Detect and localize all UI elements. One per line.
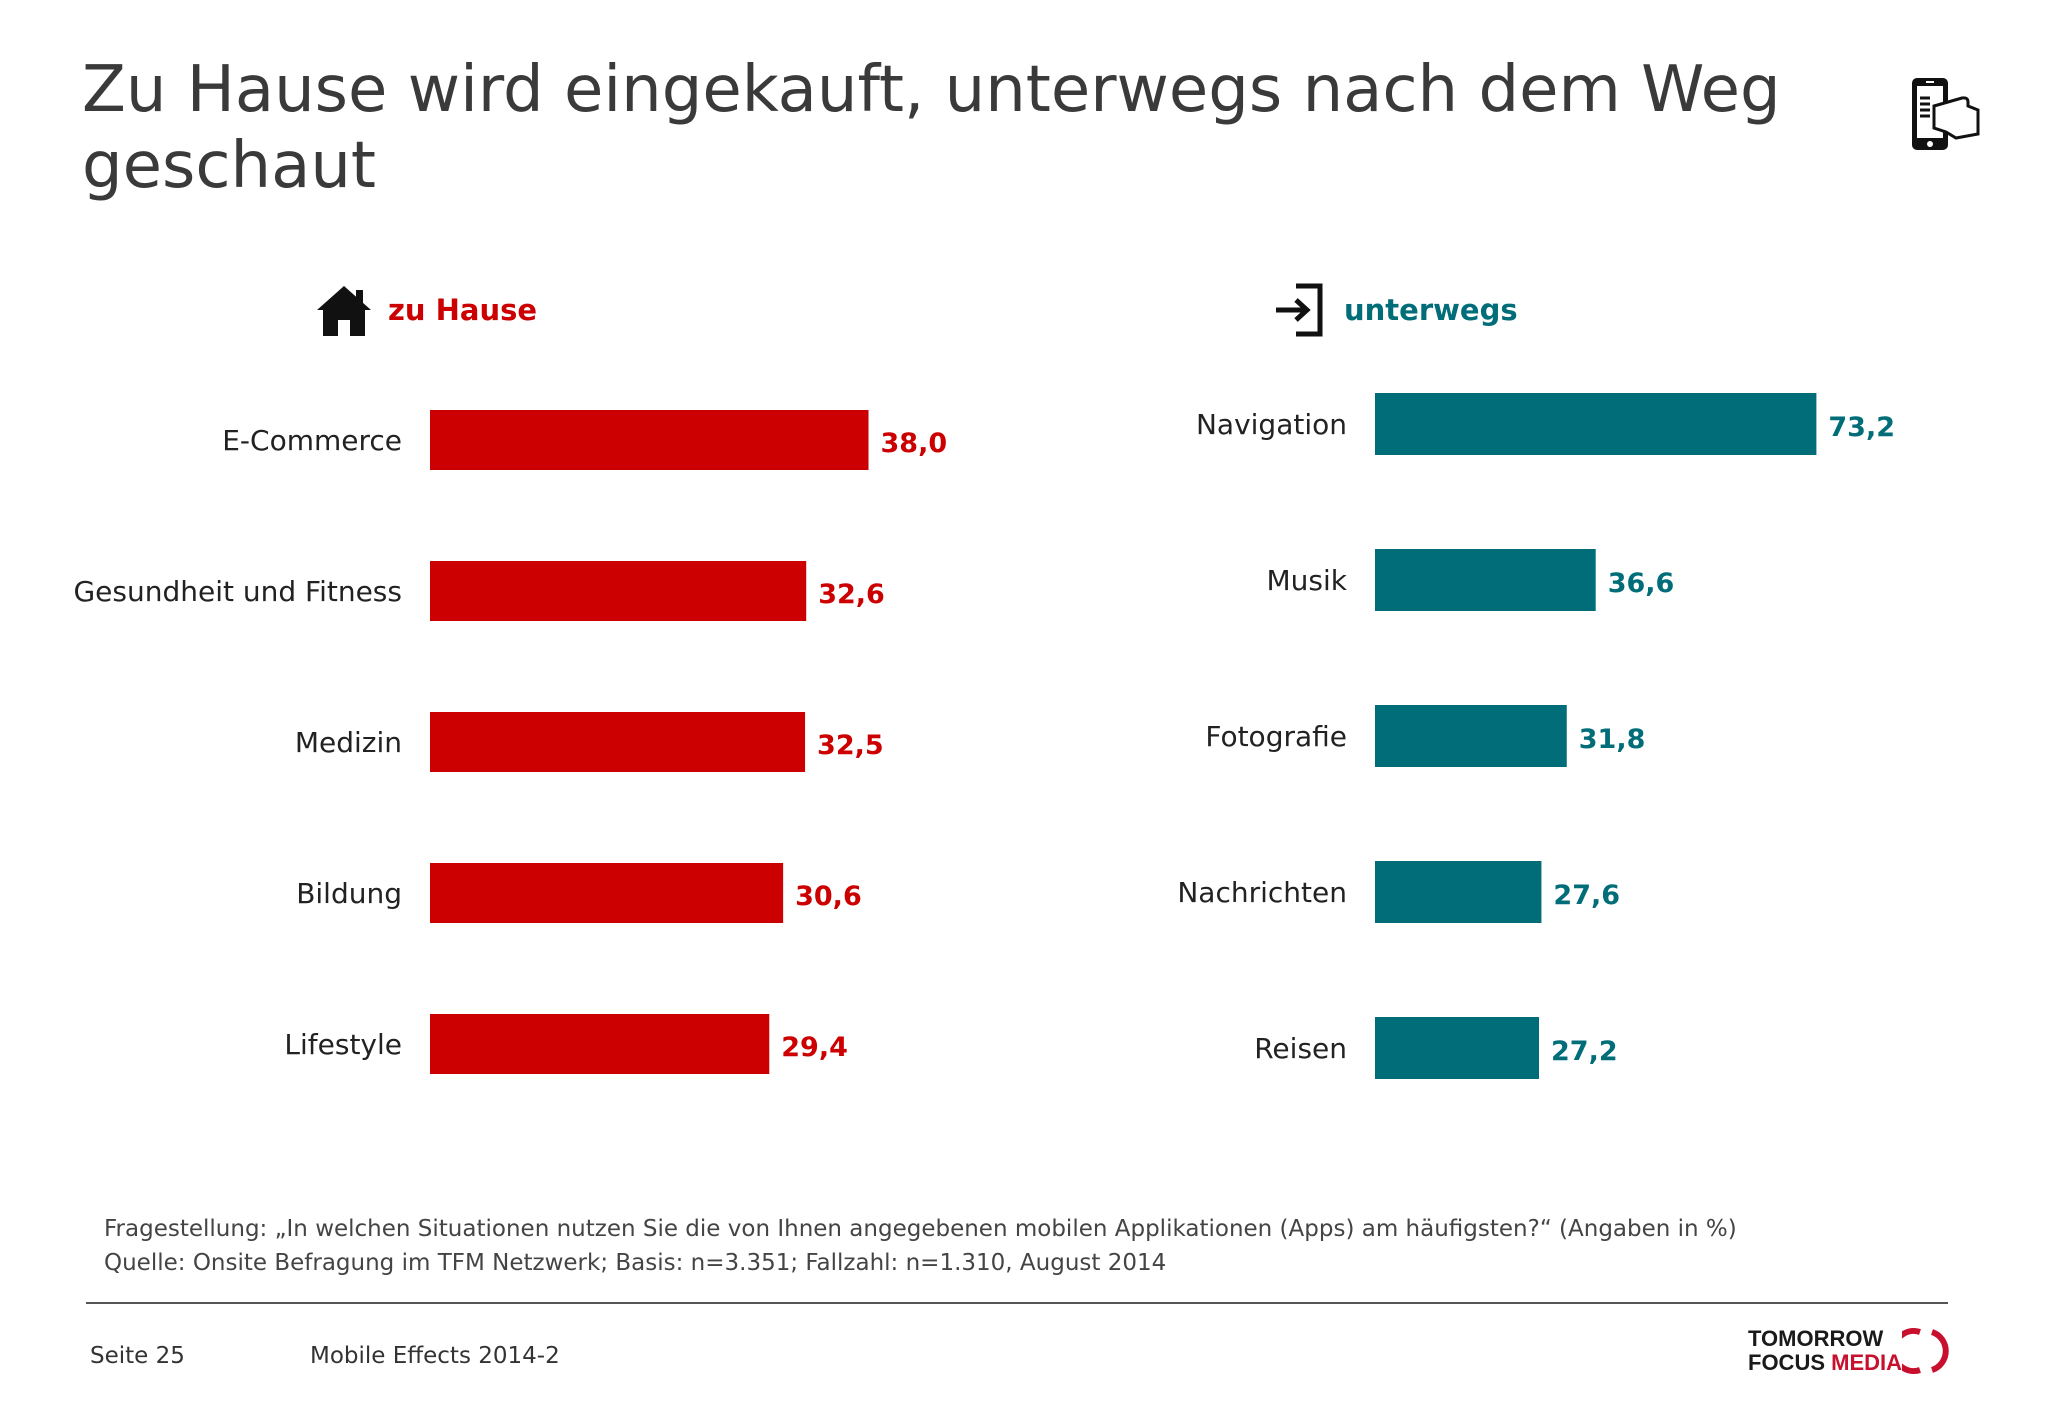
category-label-1-2: Fotografie	[1205, 720, 1347, 753]
category-label-0-2: Medizin	[295, 726, 402, 759]
section-label-home: zu Hause	[388, 293, 538, 327]
logo-mark-icon	[1902, 1328, 1949, 1374]
category-label-1-1: Musik	[1267, 564, 1348, 597]
bar-0-1	[430, 561, 807, 621]
footnote-source: Quelle: Onsite Befragung im TFM Netzwerk…	[104, 1250, 1167, 1276]
category-label-1-3: Nachrichten	[1177, 876, 1347, 909]
bar-0-3	[430, 863, 784, 923]
category-label-1-4: Reisen	[1254, 1032, 1347, 1065]
bar-0-2	[430, 712, 806, 772]
bar-1-4	[1375, 1017, 1540, 1079]
footer-divider	[86, 1302, 1948, 1304]
value-label-0-3: 30,6	[795, 881, 862, 912]
tomorrow-focus-media-logo: TOMORROW FOCUS MEDIA	[1748, 1326, 1958, 1378]
bar-1-2	[1375, 705, 1567, 767]
footnote-question: Fragestellung: „In welchen Situationen n…	[104, 1216, 1737, 1242]
sign-in-arrow-icon	[1276, 283, 1323, 337]
logo-line1: TOMORROW	[1748, 1326, 1884, 1351]
bar-1-3	[1375, 861, 1542, 923]
section-header-mobile: unterwegs	[1270, 280, 1518, 340]
bar-0-0	[430, 410, 869, 470]
bar-1-0	[1375, 393, 1817, 455]
value-label-1-1: 36,6	[1608, 568, 1675, 599]
page-title: Zu Hause wird eingekauft, unterwegs nach…	[82, 52, 1842, 204]
logo-line2-media: MEDIA	[1831, 1350, 1903, 1375]
category-label-0-4: Lifestyle	[284, 1028, 402, 1061]
category-label-0-3: Bildung	[296, 877, 402, 910]
bar-0-4	[430, 1014, 770, 1074]
category-label-1-0: Navigation	[1196, 408, 1347, 441]
value-label-1-4: 27,2	[1551, 1036, 1618, 1067]
category-label-0-0: E-Commerce	[222, 424, 402, 457]
logo-line2: FOCUS MEDIA	[1748, 1350, 1902, 1376]
value-label-0-4: 29,4	[781, 1032, 848, 1063]
value-label-1-0: 73,2	[1828, 412, 1895, 443]
document-name: Mobile Effects 2014-2	[310, 1343, 560, 1369]
value-label-0-2: 32,5	[817, 730, 884, 761]
section-label-mobile: unterwegs	[1344, 293, 1518, 327]
value-label-0-1: 32,6	[818, 579, 885, 610]
section-header-home: zu Hause	[314, 280, 537, 340]
bar-charts: E-Commerce 38,0 Gesundheit und Fitness 32,6…	[73, 393, 1895, 1079]
page-title-line1: Zu Hause wird eingekauft, unterwegs nach…	[82, 53, 1781, 127]
value-label-1-3: 27,6	[1553, 880, 1620, 911]
page-title-line2: geschaut	[82, 129, 376, 203]
smartphone-hand-icon	[1912, 78, 1980, 150]
house-icon	[317, 286, 371, 336]
value-label-1-2: 31,8	[1579, 724, 1646, 755]
page-number: Seite 25	[90, 1343, 185, 1369]
bar-1-1	[1375, 549, 1596, 611]
value-label-0-0: 38,0	[881, 428, 948, 459]
footnote: Fragestellung: „In welchen Situationen n…	[104, 1212, 1737, 1280]
category-label-0-1: Gesundheit und Fitness	[73, 575, 402, 608]
logo-line2-focus: FOCUS	[1748, 1350, 1832, 1375]
